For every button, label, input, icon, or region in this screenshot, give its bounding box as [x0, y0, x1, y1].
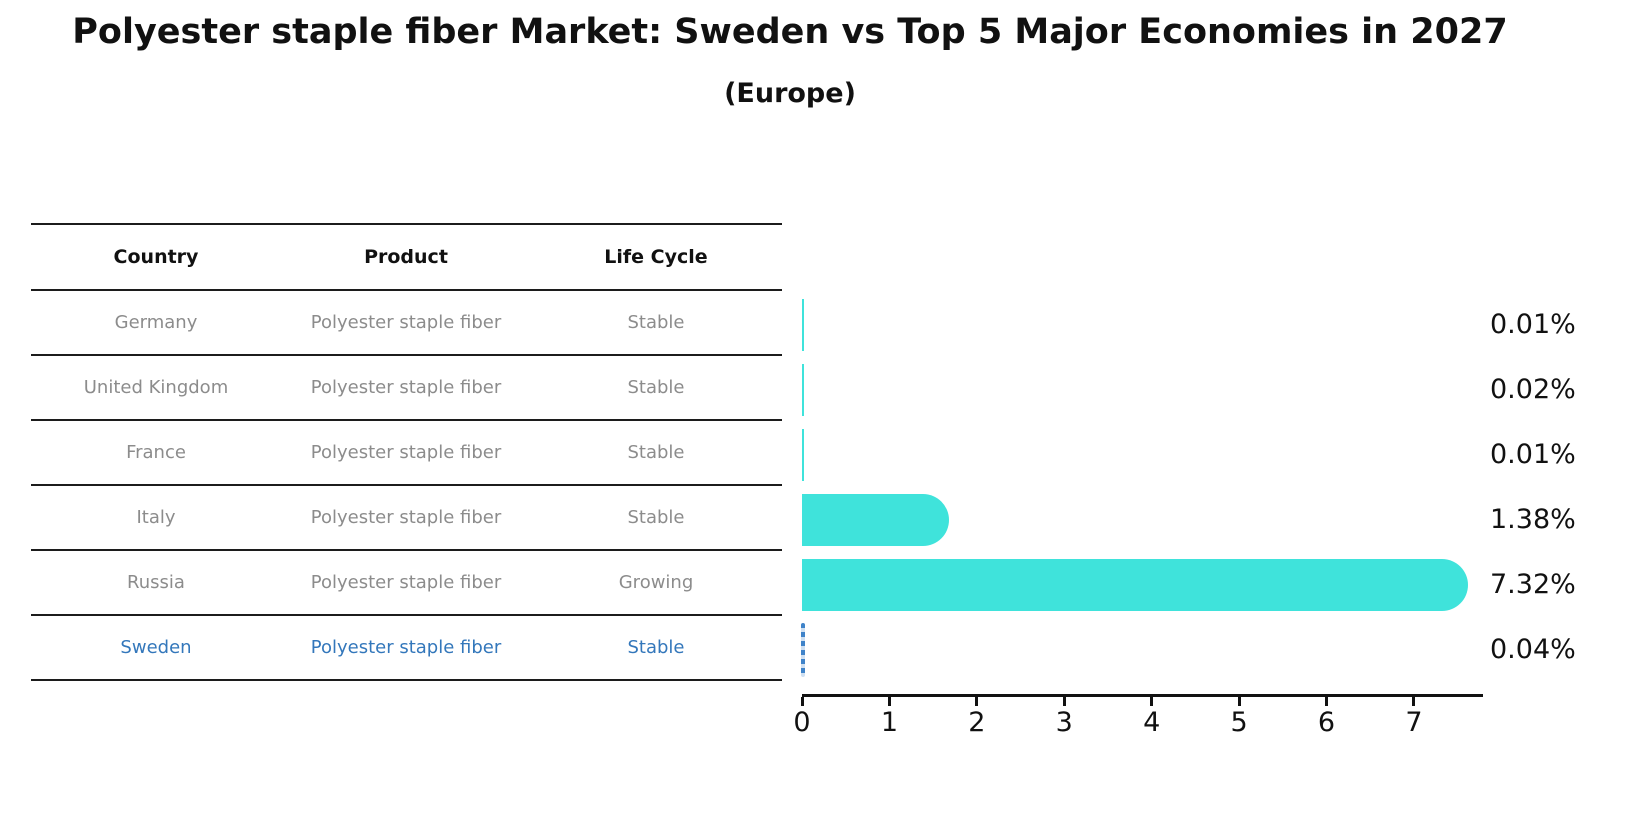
- cell-product: Polyester staple fiber: [310, 312, 502, 333]
- cell-country: Russia: [127, 572, 185, 593]
- cell-life-cycle: Growing: [618, 572, 694, 593]
- cell-life-cycle: Stable: [627, 507, 685, 528]
- value-label-russia: 7.32%: [1490, 569, 1576, 600]
- x-tick-0: [800, 697, 804, 706]
- table-row: United Kingdom Polyester staple fiber St…: [31, 354, 782, 419]
- bar-germany: [802, 299, 804, 351]
- table-row: Sweden Polyester staple fiber Stable: [31, 614, 782, 679]
- x-tick-label-4: 4: [1143, 707, 1161, 738]
- x-tick-5: [1237, 697, 1241, 706]
- value-label-united-kingdom: 0.02%: [1490, 374, 1576, 405]
- x-tick-1: [887, 697, 891, 706]
- x-axis-line: [802, 694, 1483, 697]
- x-tick-label-2: 2: [968, 707, 986, 738]
- column-header-product: Product: [364, 246, 448, 268]
- data-table: Country Product Life Cycle Germany Polye…: [31, 223, 782, 681]
- value-label-italy: 1.38%: [1490, 504, 1576, 535]
- table-row: France Polyester staple fiber Stable: [31, 419, 782, 484]
- cell-country: Italy: [136, 507, 176, 528]
- x-tick-label-7: 7: [1405, 707, 1423, 738]
- cell-product: Polyester staple fiber: [310, 572, 502, 593]
- x-tick-label-3: 3: [1055, 707, 1073, 738]
- bar-france: [802, 429, 804, 481]
- table-body: Germany Polyester staple fiber Stable Un…: [31, 289, 782, 679]
- x-tick-label-0: 0: [793, 707, 811, 738]
- cell-product: Polyester staple fiber: [310, 637, 502, 658]
- table-row: Germany Polyester staple fiber Stable: [31, 289, 782, 354]
- column-header-life-cycle: Life Cycle: [604, 246, 708, 268]
- value-label-germany: 0.01%: [1490, 309, 1576, 340]
- cell-country: Sweden: [120, 637, 192, 658]
- cell-country: France: [126, 442, 186, 463]
- value-label-sweden: 0.04%: [1490, 634, 1576, 665]
- cell-life-cycle: Stable: [627, 637, 685, 658]
- cell-product: Polyester staple fiber: [310, 377, 502, 398]
- cell-life-cycle: Stable: [627, 312, 685, 333]
- x-tick-label-6: 6: [1317, 707, 1336, 738]
- x-tick-label-1: 1: [880, 707, 898, 738]
- cell-life-cycle: Stable: [627, 442, 685, 463]
- x-tick-7: [1412, 697, 1416, 706]
- x-tick-6: [1325, 697, 1329, 706]
- x-tick-4: [1150, 697, 1154, 706]
- cell-country: United Kingdom: [83, 377, 229, 398]
- column-header-country: Country: [113, 246, 199, 268]
- bar-russia: [802, 559, 1468, 611]
- cell-product: Polyester staple fiber: [310, 442, 502, 463]
- x-tick-3: [1062, 697, 1066, 706]
- cell-country: Germany: [114, 312, 198, 333]
- x-tick-label-5: 5: [1230, 707, 1248, 738]
- bar-united-kingdom: [802, 364, 804, 416]
- x-tick-2: [975, 697, 979, 706]
- cell-product: Polyester staple fiber: [310, 507, 502, 528]
- cell-life-cycle: Stable: [627, 377, 685, 398]
- highlight-dashed-bar-sweden: [801, 623, 805, 677]
- table-header-row: Country Product Life Cycle: [31, 223, 782, 289]
- value-label-france: 0.01%: [1490, 439, 1576, 470]
- chart-subtitle: (Europe): [724, 78, 856, 109]
- table-row: Italy Polyester staple fiber Stable: [31, 484, 782, 549]
- chart-title: Polyester staple fiber Market: Sweden vs…: [72, 12, 1508, 52]
- bar-italy: [802, 494, 949, 546]
- table-row: Russia Polyester staple fiber Growing: [31, 549, 782, 614]
